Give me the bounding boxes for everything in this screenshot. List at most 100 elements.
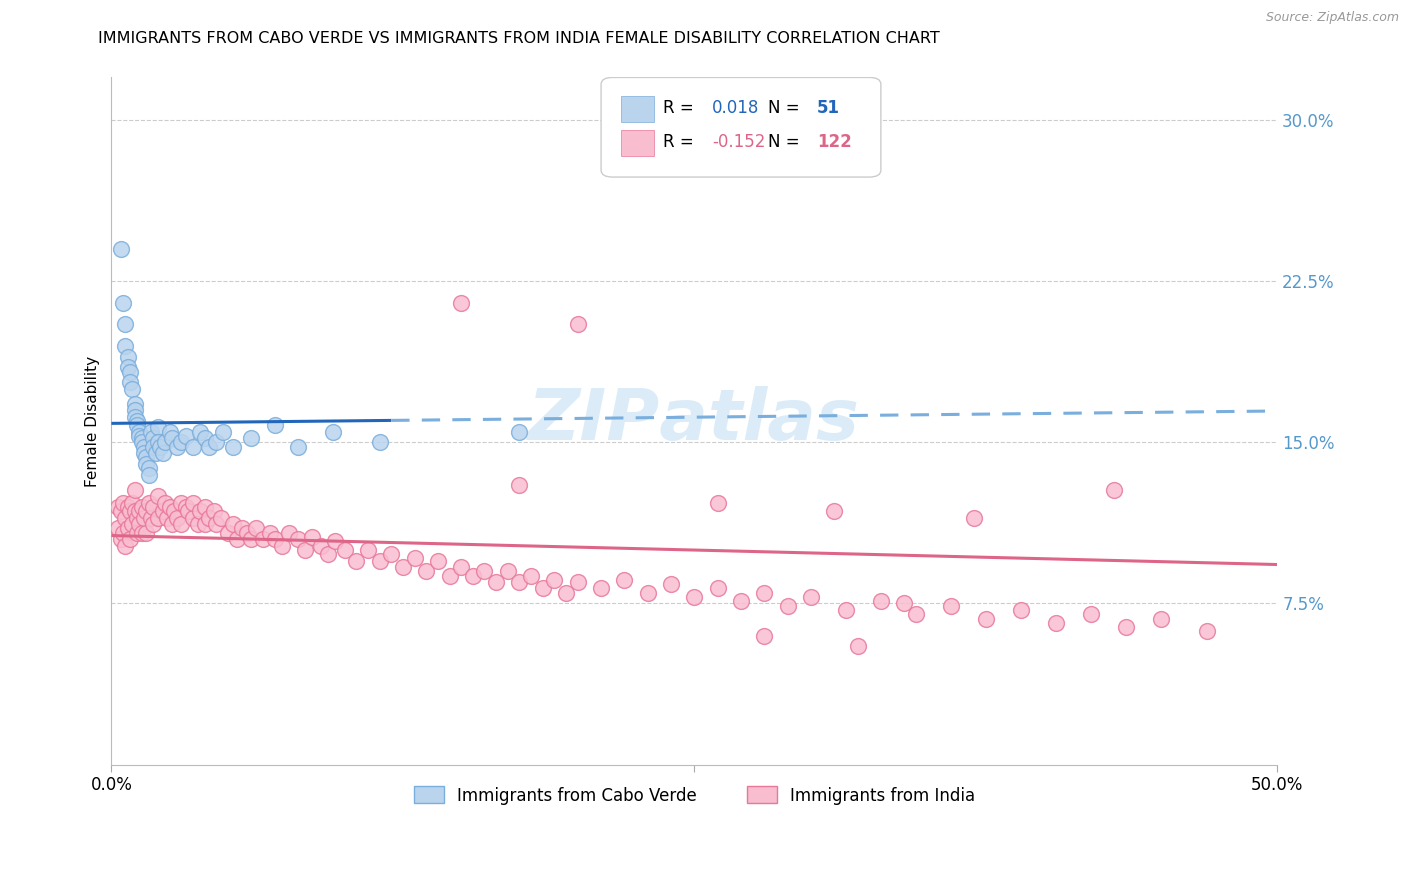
Point: [404, 551, 426, 566]
Text: IMMIGRANTS FROM CABO VERDE VS IMMIGRANTS FROM INDIA FEMALE DISABILITY CORRELATIO: IMMIGRANTS FROM CABO VERDE VS IMMIGRANTS…: [98, 31, 941, 46]
Point: [800, 590, 823, 604]
Point: [146, 489, 169, 503]
Point: [450, 560, 472, 574]
Point: [1080, 607, 1102, 622]
Point: [170, 516, 193, 531]
Point: [138, 495, 160, 509]
Point: [706, 495, 728, 509]
Point: [120, 504, 142, 518]
Point: [277, 525, 299, 540]
Point: [323, 534, 346, 549]
Point: [149, 440, 172, 454]
Point: [124, 504, 146, 518]
Point: [135, 457, 157, 471]
Point: [112, 525, 135, 540]
FancyBboxPatch shape: [621, 96, 654, 122]
Point: [683, 590, 706, 604]
Point: [128, 429, 150, 443]
Point: [132, 510, 155, 524]
Point: [142, 440, 165, 454]
Point: [1115, 620, 1137, 634]
Point: [139, 425, 162, 439]
Point: [531, 582, 554, 596]
Legend: Immigrants from Cabo Verde, Immigrants from India: Immigrants from Cabo Verde, Immigrants f…: [404, 776, 986, 814]
Point: [252, 532, 274, 546]
Point: [474, 564, 496, 578]
Point: [120, 376, 142, 390]
Point: [188, 425, 211, 439]
Point: [567, 574, 589, 589]
Y-axis label: Female Disability: Female Disability: [86, 355, 100, 486]
Point: [160, 431, 183, 445]
Point: [287, 532, 309, 546]
Point: [496, 564, 519, 578]
Point: [125, 525, 148, 540]
Point: [963, 510, 986, 524]
Point: [217, 525, 239, 540]
Text: R =: R =: [662, 133, 699, 151]
Point: [153, 435, 176, 450]
Point: [309, 539, 332, 553]
Point: [112, 296, 135, 310]
Point: [508, 574, 530, 589]
Point: [205, 435, 228, 450]
Point: [1102, 483, 1125, 497]
Point: [166, 440, 188, 454]
Point: [344, 553, 367, 567]
Point: [121, 495, 143, 509]
Point: [128, 516, 150, 531]
Point: [221, 440, 243, 454]
Point: [485, 574, 508, 589]
Point: [125, 510, 148, 524]
Point: [754, 586, 776, 600]
Point: [156, 510, 179, 524]
Point: [212, 425, 235, 439]
Point: [114, 339, 136, 353]
Point: [1010, 603, 1032, 617]
Point: [439, 568, 461, 582]
Point: [1150, 611, 1173, 625]
Point: [450, 296, 472, 310]
Point: [145, 446, 167, 460]
Text: 0.018: 0.018: [711, 99, 759, 117]
Point: [508, 425, 530, 439]
Point: [131, 435, 153, 450]
Point: [904, 607, 927, 622]
Point: [226, 532, 249, 546]
Point: [426, 553, 449, 567]
Point: [135, 504, 157, 518]
Point: [263, 532, 285, 546]
Point: [776, 599, 799, 613]
Point: [132, 446, 155, 460]
Point: [823, 504, 845, 518]
Point: [567, 318, 589, 332]
Point: [392, 560, 415, 574]
Point: [846, 640, 869, 654]
Point: [1197, 624, 1219, 639]
Point: [198, 440, 221, 454]
Point: [146, 435, 169, 450]
Text: 51: 51: [817, 99, 839, 117]
Point: [322, 425, 344, 439]
Point: [194, 500, 217, 514]
Point: [893, 597, 915, 611]
Point: [508, 478, 530, 492]
Point: [124, 403, 146, 417]
Point: [142, 516, 165, 531]
Point: [159, 425, 181, 439]
Point: [121, 382, 143, 396]
Point: [132, 440, 155, 454]
Point: [194, 516, 217, 531]
Point: [730, 594, 752, 608]
Point: [270, 539, 292, 553]
Point: [205, 516, 228, 531]
Point: [117, 360, 139, 375]
Point: [131, 525, 153, 540]
Point: [152, 446, 174, 460]
Point: [170, 435, 193, 450]
Point: [1045, 615, 1067, 630]
Point: [117, 521, 139, 535]
Point: [138, 461, 160, 475]
Text: -0.152: -0.152: [711, 133, 765, 151]
Point: [159, 500, 181, 514]
